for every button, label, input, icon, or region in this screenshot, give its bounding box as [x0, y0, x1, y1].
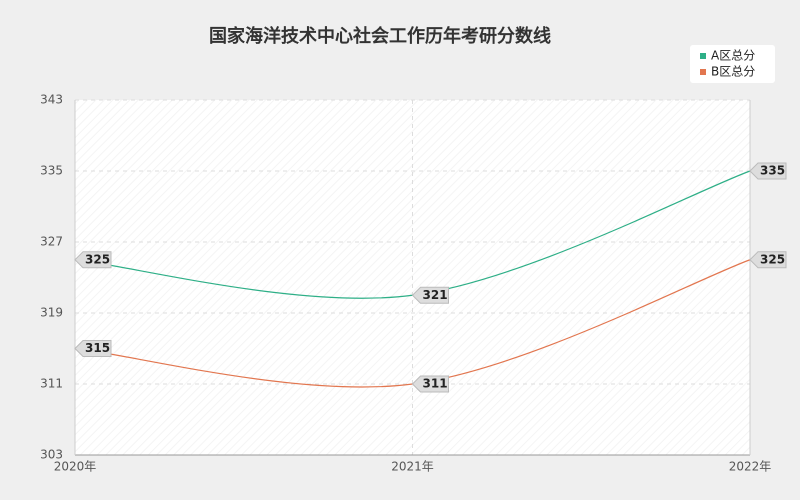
data-label: 335 [760, 164, 785, 178]
data-label-tag [411, 286, 449, 304]
y-tick-label: 343 [40, 93, 63, 107]
y-tick-label: 303 [40, 448, 63, 462]
y-tick-label: 335 [40, 164, 63, 178]
y-tick-label: 327 [40, 235, 63, 249]
data-label-tag [411, 375, 449, 393]
legend-label: B区总分 [711, 65, 755, 79]
y-tick-label: 311 [40, 377, 63, 391]
chart-title: 国家海洋技术中心社会工作历年考研分数线 [209, 25, 551, 47]
x-tick-label: 2022年 [729, 460, 772, 474]
data-label: 321 [423, 288, 448, 302]
legend-swatch [700, 69, 706, 75]
legend-label: A区总分 [711, 49, 755, 63]
data-label: 315 [85, 341, 110, 355]
data-label: 325 [85, 252, 110, 266]
data-label-tag [749, 251, 787, 269]
y-tick-label: 319 [40, 306, 63, 320]
data-label: 311 [423, 377, 448, 391]
legend-box [690, 45, 775, 83]
data-label: 325 [760, 252, 785, 266]
data-label-tag [74, 340, 112, 357]
data-label-tag [749, 162, 787, 180]
legend-swatch [700, 53, 706, 59]
x-tick-label: 2021年 [391, 460, 434, 474]
data-label-tag [74, 251, 112, 269]
x-tick-label: 2020年 [54, 460, 97, 474]
